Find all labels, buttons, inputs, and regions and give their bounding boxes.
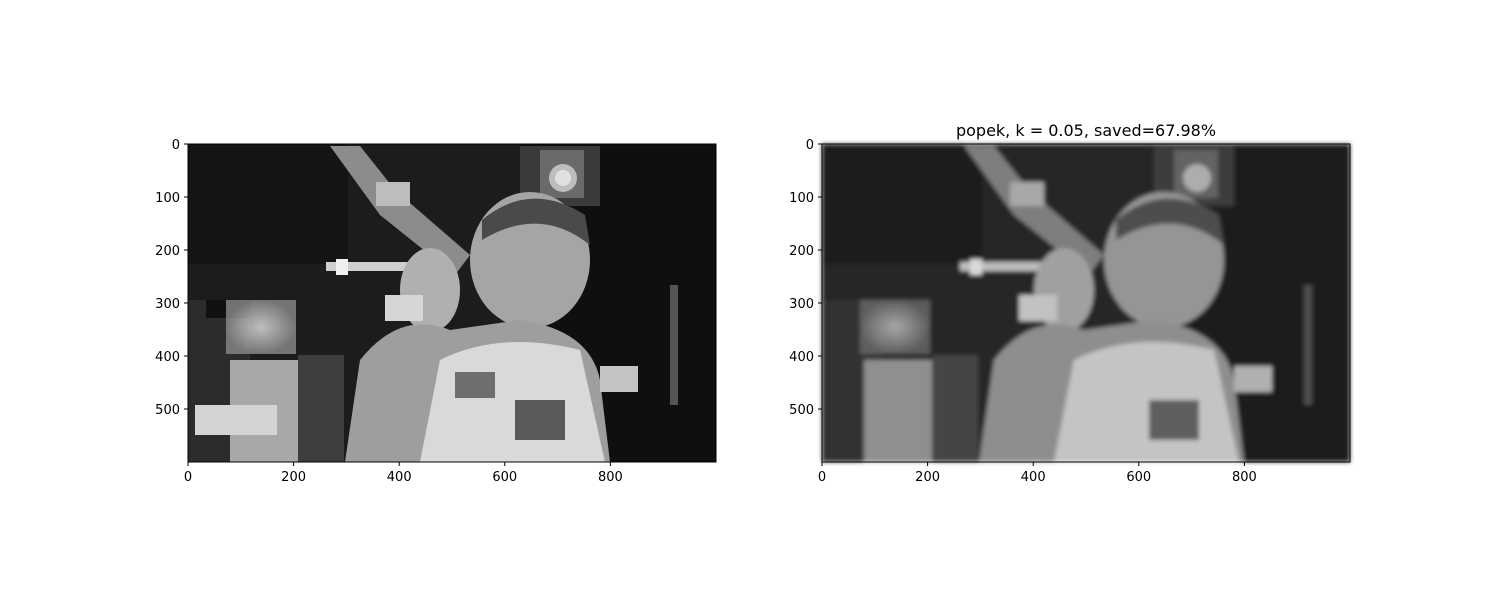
x-axis-ticks: 0 200 400 600 800: [184, 462, 623, 485]
x-tick-label: 600: [1126, 470, 1151, 485]
y-tick-label: 100: [155, 191, 180, 206]
x-tick-label: 0: [818, 470, 826, 485]
compressed-grayscale-image: [822, 144, 1350, 462]
axes-original-image: 0 200 400 600 800 0 100 200 300 400 500: [155, 138, 717, 485]
y-tick-label: 200: [155, 244, 180, 259]
x-tick-label: 800: [1232, 470, 1257, 485]
y-tick-label: 100: [789, 191, 814, 206]
x-tick-label: 800: [598, 470, 623, 485]
y-tick-label: 200: [789, 244, 814, 259]
axes-title: popek, k = 0.05, saved=67.98%: [956, 121, 1216, 140]
y-tick-label: 300: [789, 297, 814, 312]
y-axis-ticks: 0 100 200 300 400 500: [155, 138, 188, 418]
y-tick-label: 300: [155, 297, 180, 312]
y-tick-label: 0: [172, 138, 180, 153]
y-tick-label: 500: [789, 403, 814, 418]
x-tick-label: 0: [184, 470, 192, 485]
x-tick-label: 400: [1021, 470, 1046, 485]
x-tick-label: 400: [387, 470, 412, 485]
y-tick-label: 500: [155, 403, 180, 418]
y-tick-label: 0: [806, 138, 814, 153]
y-tick-label: 400: [789, 350, 814, 365]
original-grayscale-image: [188, 144, 716, 462]
y-axis-ticks: 0 100 200 300 400 500: [789, 138, 822, 418]
x-tick-label: 200: [915, 470, 940, 485]
x-tick-label: 200: [281, 470, 306, 485]
axes-compressed-image: popek, k = 0.05, saved=67.98%: [789, 121, 1351, 485]
x-tick-label: 600: [492, 470, 517, 485]
y-tick-label: 400: [155, 350, 180, 365]
x-axis-ticks: 0 200 400 600 800: [818, 462, 1257, 485]
